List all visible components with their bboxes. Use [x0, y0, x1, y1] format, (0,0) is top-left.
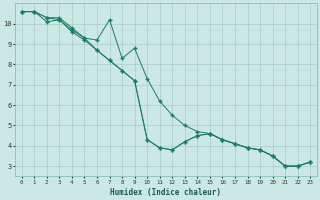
X-axis label: Humidex (Indice chaleur): Humidex (Indice chaleur)	[110, 188, 221, 197]
